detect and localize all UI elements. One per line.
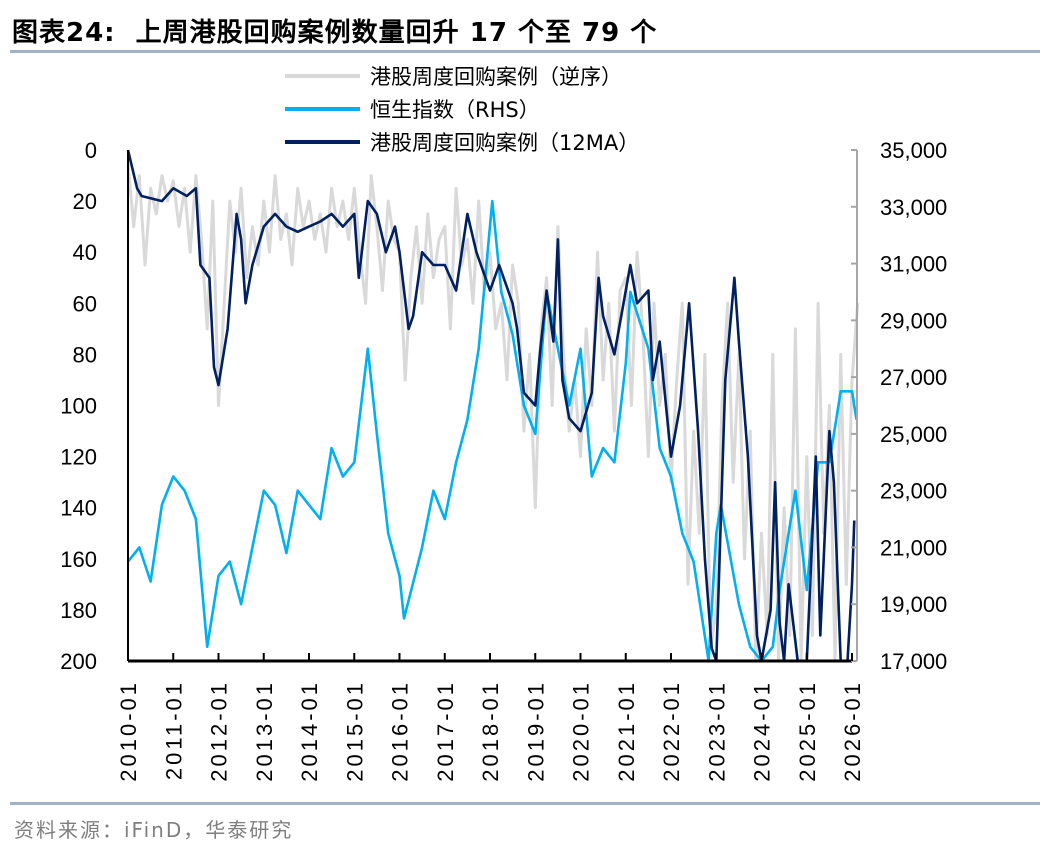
- footer-divider: [10, 802, 1040, 805]
- y-right-tick-label: 29,000: [880, 308, 947, 333]
- y-left-tick-label: 120: [60, 445, 97, 470]
- y-left-tick-label: 100: [60, 394, 97, 419]
- series-ma12-line: [126, 149, 856, 663]
- y-right-tick-label: 33,000: [880, 195, 947, 220]
- x-tick-label: 2019-01: [523, 680, 548, 782]
- x-tick-label: 2024-01: [750, 680, 775, 782]
- legend-label-weekly: 港股周度回购案例（逆序）: [370, 65, 622, 89]
- y-left-tick-label: 0: [85, 138, 97, 163]
- y-left-tick-label: 180: [60, 598, 97, 623]
- y-left-tick-label: 60: [73, 291, 97, 316]
- y-right-tick-label: 25,000: [880, 422, 947, 447]
- x-tick-label: 2025-01: [795, 680, 820, 782]
- x-tick-label: 2023-01: [704, 680, 729, 782]
- x-tick-label: 2026-01: [840, 680, 865, 782]
- x-tick-label: 2015-01: [342, 680, 367, 782]
- y-left-tick-label: 80: [73, 342, 97, 367]
- y-right-tick-label: 27,000: [880, 365, 947, 390]
- x-tick-label: 2014-01: [297, 680, 322, 782]
- x-tick-label: 2020-01: [569, 680, 594, 782]
- x-tick-label: 2012-01: [207, 680, 232, 782]
- y-right-tick-label: 35,000: [880, 138, 947, 163]
- y-right-tick-label: 21,000: [880, 535, 947, 560]
- x-tick-label: 2016-01: [388, 680, 413, 782]
- y-right-tick-label: 31,000: [880, 252, 947, 277]
- y-right-tick-label: 19,000: [880, 592, 947, 617]
- x-tick-label: 2010-01: [116, 680, 141, 782]
- y-right-tick-label: 17,000: [880, 649, 947, 674]
- series-hsi-line: [126, 199, 858, 663]
- y-left-tick-label: 20: [73, 189, 97, 214]
- x-tick-label: 2017-01: [433, 680, 458, 782]
- chart-title: 图表24: 上周港股回购案例数量回升 17 个至 79 个: [12, 18, 658, 48]
- y-right-tick-label: 23,000: [880, 479, 947, 504]
- y-left-tick-label: 40: [73, 240, 97, 265]
- x-tick-label: 2018-01: [478, 680, 503, 782]
- title-divider: [10, 50, 1040, 53]
- x-tick-label: 2022-01: [659, 680, 684, 782]
- legend-label-hsi: 恒生指数（RHS）: [370, 98, 540, 122]
- y-left-tick-label: 140: [60, 496, 97, 521]
- series-weekly-line: [126, 162, 860, 663]
- legend-label-ma12: 港股周度回购案例（12MA）: [370, 131, 639, 155]
- legend: 港股周度回购案例（逆序） 恒生指数（RHS） 港股周度回购案例（12MA）: [285, 65, 639, 155]
- source-note: 资料来源：iFinD，华泰研究: [14, 818, 294, 842]
- x-tick-label: 2011-01: [161, 680, 186, 780]
- x-tick-label: 2021-01: [614, 680, 639, 782]
- y-left-tick-label: 160: [60, 547, 97, 572]
- y-left-tick-label: 200: [60, 649, 97, 674]
- x-tick-label: 2013-01: [252, 680, 277, 782]
